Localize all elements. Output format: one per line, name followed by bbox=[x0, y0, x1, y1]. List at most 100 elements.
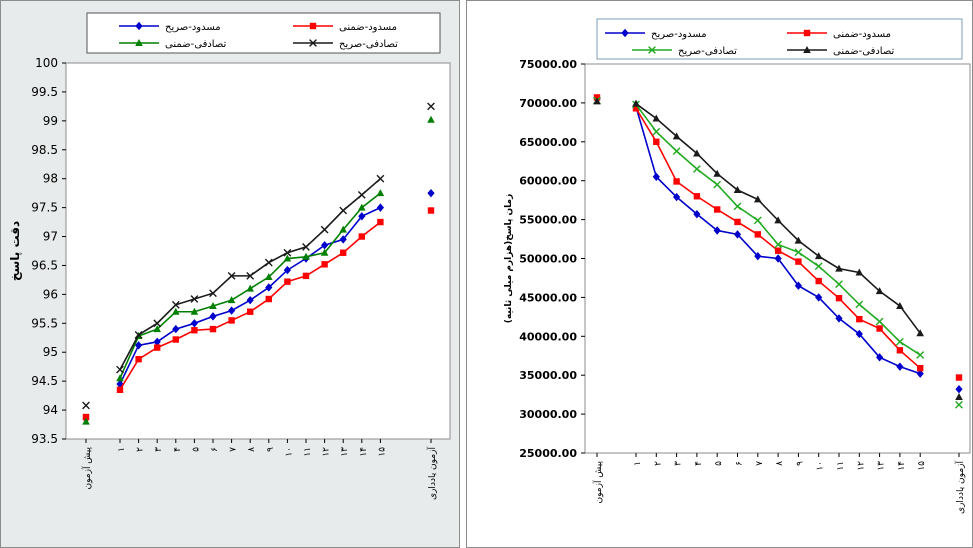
y-tick-label: 99.5 bbox=[31, 85, 58, 99]
data-point bbox=[246, 295, 254, 305]
data-point bbox=[774, 254, 782, 263]
data-point bbox=[82, 401, 90, 410]
data-point bbox=[713, 169, 721, 177]
y-tick-label: 99 bbox=[43, 114, 58, 128]
data-point bbox=[209, 325, 217, 333]
data-point bbox=[302, 252, 310, 260]
data-point bbox=[733, 186, 742, 194]
data-point bbox=[835, 314, 843, 323]
x-tick-label: ۱ bbox=[633, 461, 643, 466]
y-tick-label: 65000.00 bbox=[519, 136, 577, 149]
x-tick-label: آزمون یادداری bbox=[954, 461, 966, 514]
data-point bbox=[653, 138, 660, 145]
x-tick-label: ۲ bbox=[653, 461, 663, 466]
x-tick-label: ۱۵ bbox=[917, 461, 927, 471]
data-point bbox=[875, 317, 884, 326]
data-point bbox=[795, 258, 802, 265]
accuracy-chart: 93.5 94 94.5 95 95.5 96 96.5 97 97.5 98 98.5 99 99.5… bbox=[8, 12, 451, 500]
x-tick-label: ۵ bbox=[191, 447, 201, 452]
legend-entry: مسدود-ضمنی bbox=[293, 22, 397, 33]
x-tick-label: ۱۴ bbox=[897, 461, 907, 471]
data-point bbox=[734, 218, 741, 226]
legend-label: تصادفی-صریح bbox=[339, 39, 398, 50]
data-point bbox=[855, 300, 864, 309]
data-point bbox=[171, 300, 180, 309]
x-tick-label: ۱۰ bbox=[284, 447, 294, 457]
data-point bbox=[814, 262, 823, 271]
series bbox=[82, 207, 435, 421]
legend: مسدود-صریح مسدود-ضمنی تصادفی-ضمنی تصادفی-صر… bbox=[86, 12, 441, 54]
y-tick-label: 98 bbox=[43, 172, 58, 186]
data-point bbox=[172, 324, 180, 334]
data-point bbox=[82, 413, 90, 421]
legend-marker bbox=[803, 29, 811, 37]
data-point bbox=[693, 165, 701, 173]
y-axis-label: زمان پاسخ(هزارم میلی ثانیه) bbox=[504, 194, 514, 324]
y-tick-label: 93.5 bbox=[31, 432, 58, 446]
data-point bbox=[835, 280, 843, 289]
data-point bbox=[593, 97, 601, 105]
data-point bbox=[814, 252, 823, 260]
y-tick-label: 95.5 bbox=[31, 316, 58, 330]
legend-entry: مسدود-ضمنی bbox=[787, 29, 891, 40]
y-tick-label: 94.5 bbox=[31, 374, 58, 388]
data-point bbox=[754, 195, 762, 203]
x-tick-label: ۸ bbox=[247, 447, 257, 452]
x-tick-label: ۱۲ bbox=[856, 461, 866, 471]
data-point bbox=[265, 295, 272, 303]
data-point bbox=[835, 294, 843, 302]
data-point bbox=[733, 230, 742, 239]
data-point bbox=[339, 235, 347, 244]
data-point bbox=[955, 392, 963, 400]
accuracy-chart-panel: 93.5 94 94.5 95 95.5 96 96.5 97 97.5 98 98.5 99 99.5… bbox=[0, 0, 460, 548]
legend-label: مسدود-صریح bbox=[651, 29, 707, 40]
x-tick-label: ۳ bbox=[674, 461, 684, 466]
y-tick-label: 96.5 bbox=[31, 258, 58, 272]
data-point bbox=[209, 301, 217, 309]
data-point bbox=[916, 329, 924, 337]
series bbox=[82, 188, 435, 423]
y-tick-label: 35000.00 bbox=[519, 369, 577, 382]
data-point bbox=[172, 336, 179, 343]
data-point bbox=[652, 127, 661, 136]
x-tick-label: ۴ bbox=[694, 461, 704, 466]
legend-label: تصادفی-ضمنی bbox=[833, 46, 895, 57]
data-point bbox=[754, 251, 762, 261]
data-point bbox=[794, 281, 802, 290]
data-point bbox=[754, 231, 761, 238]
data-point bbox=[652, 114, 661, 122]
response-time-chart-panel: 25000.00 30000.00 35000.00 40000.00 45000.00… bbox=[466, 0, 973, 548]
y-axis-label: دقت پاسخ bbox=[8, 221, 22, 281]
legend-box bbox=[596, 18, 963, 60]
data-point bbox=[340, 249, 347, 256]
data-point bbox=[190, 319, 198, 328]
legend-marker bbox=[135, 39, 143, 46]
legend-label: تصادفی-صریح bbox=[678, 46, 737, 57]
data-point bbox=[693, 193, 701, 200]
legend-marker bbox=[309, 22, 317, 30]
x-tick-label: ۵ bbox=[714, 461, 724, 466]
data-point bbox=[153, 325, 161, 333]
x-tick-label: ۳ bbox=[154, 447, 164, 452]
data-point bbox=[228, 317, 235, 324]
data-point bbox=[427, 102, 435, 111]
data-point bbox=[265, 283, 273, 292]
legend-entry: تصادفی-صریح bbox=[293, 39, 398, 50]
data-point bbox=[376, 203, 384, 212]
data-point bbox=[154, 344, 161, 351]
data-point bbox=[209, 312, 217, 321]
data-point bbox=[172, 307, 180, 315]
data-point bbox=[377, 218, 384, 226]
data-point bbox=[896, 362, 904, 371]
legend-label: مسدود-ضمنی bbox=[833, 29, 891, 40]
data-point bbox=[283, 254, 292, 262]
x-tick-label: ۱ bbox=[117, 447, 127, 452]
data-point bbox=[672, 132, 681, 140]
data-point bbox=[339, 206, 348, 215]
data-point bbox=[714, 206, 721, 213]
data-point bbox=[190, 295, 199, 303]
y-tick-label: 75000.00 bbox=[519, 58, 577, 71]
data-point bbox=[632, 105, 640, 112]
data-point bbox=[774, 240, 782, 249]
data-point bbox=[302, 243, 310, 251]
